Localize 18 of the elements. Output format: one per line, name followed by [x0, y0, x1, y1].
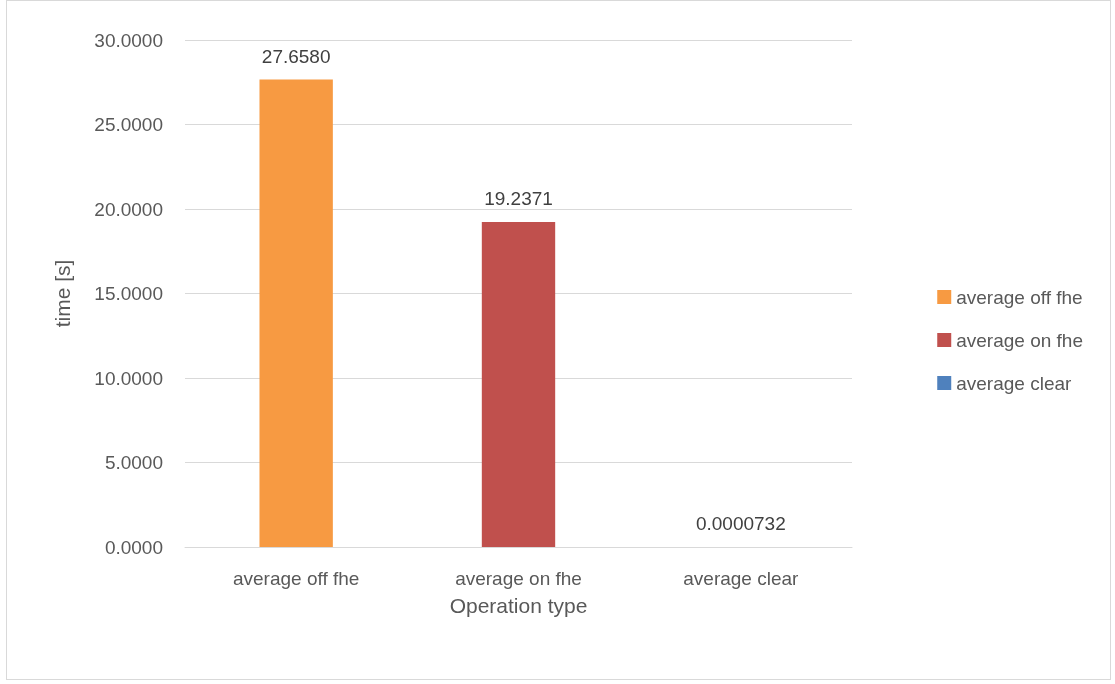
x-tick-label: average clear — [683, 568, 800, 589]
y-tick-label: 30.0000 — [94, 29, 163, 51]
x-axis-title: Operation type — [449, 594, 588, 617]
x-tick-label: average off fhe — [232, 568, 360, 589]
legend-label: average on fhe — [956, 329, 1083, 351]
y-tick-label: 5.0000 — [104, 452, 163, 473]
data-label: 19.2371 — [484, 187, 553, 209]
y-tick-label: 0.0000 — [104, 536, 163, 558]
y-axis-title: time [s] — [51, 259, 74, 328]
x-tick-label: average on fhe — [455, 568, 582, 589]
data-label: 0.0000732 — [695, 513, 786, 534]
legend-label: average clear — [956, 372, 1073, 394]
data-label: 27.6580 — [261, 45, 331, 67]
y-tick-label: 25.0000 — [94, 114, 163, 135]
y-tick-label: 15.0000 — [94, 283, 163, 304]
legend-label: average off fhe — [956, 286, 1083, 308]
y-tick-label: 10.0000 — [94, 367, 163, 389]
y-tick-label: 20.0000 — [94, 198, 163, 220]
